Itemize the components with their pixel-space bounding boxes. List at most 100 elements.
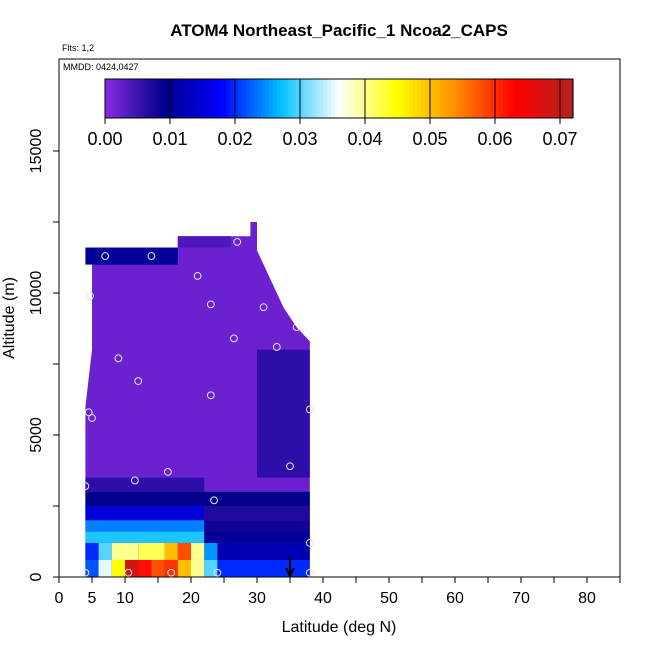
- x-axis: 0 5 10 20 30 40 50 60 70 80: [55, 577, 621, 607]
- colorbar-swatch: [300, 79, 305, 118]
- colorbar-swatch: [225, 79, 231, 118]
- sample-point: [147, 252, 156, 260]
- colorbar-swatch: [471, 79, 477, 118]
- colorbar-swatch: [487, 79, 492, 118]
- colorbar-swatch: [374, 79, 379, 118]
- sample-point: [84, 408, 93, 417]
- x-tick-label: 70: [512, 590, 530, 607]
- colorbar-swatch: [155, 79, 161, 118]
- sample-point: [233, 237, 242, 246]
- colorbar-swatch: [171, 79, 176, 118]
- colorbar-swatch: [335, 79, 340, 118]
- colorbar-swatch: [526, 79, 531, 118]
- colorbar-swatch: [124, 79, 129, 118]
- colorbar-swatch: [393, 79, 399, 118]
- sample-points: [81, 237, 314, 577]
- colorbar-swatch: [358, 79, 363, 118]
- colorbar-swatch: [112, 79, 118, 118]
- colorbar-tick-label: 0.05: [412, 129, 447, 149]
- field-cell: [204, 531, 310, 543]
- colorbar-swatch: [140, 79, 145, 118]
- field-cell: [98, 559, 112, 577]
- colorbar-swatch: [186, 79, 192, 118]
- colorbar-swatch: [541, 79, 547, 118]
- arrow-marker: [285, 557, 295, 579]
- x-tick-label: 40: [314, 590, 332, 607]
- colorbar-swatch: [264, 79, 270, 118]
- sample-point: [81, 568, 90, 577]
- colorbar-swatch: [475, 79, 480, 118]
- colorbar-swatch: [389, 79, 395, 118]
- sample-point: [86, 291, 94, 300]
- colorbar-swatch: [448, 79, 453, 118]
- sample-point: [259, 303, 268, 312]
- mmdd-label: MMDD: 0424,0427: [63, 62, 139, 72]
- x-tick-label: 80: [578, 590, 596, 607]
- field-cell: [217, 542, 310, 560]
- sample-point: [292, 323, 301, 331]
- colorbar-swatch: [549, 79, 555, 118]
- colorbar-swatch: [444, 79, 449, 118]
- colorbar-swatch: [276, 79, 282, 118]
- sample-point: [101, 252, 110, 260]
- x-axis-label: Latitude (deg N): [282, 619, 397, 636]
- colorbar-swatch: [545, 79, 551, 118]
- colorbar-swatch: [561, 79, 566, 118]
- sample-point: [305, 539, 314, 547]
- colorbar-swatch: [315, 79, 321, 118]
- colorbar-swatch: [253, 79, 258, 118]
- field-cell: [151, 559, 165, 577]
- y-tick-label: 5000: [28, 417, 45, 453]
- colorbar-swatch: [194, 79, 200, 118]
- colorbar-swatch: [175, 79, 180, 118]
- sample-point: [206, 391, 215, 400]
- x-tick-label: 5: [88, 590, 97, 607]
- colorbar-swatch: [190, 79, 196, 118]
- field-cell: [85, 477, 205, 492]
- colorbar-swatch: [272, 79, 278, 118]
- y-axis-label: Altitude (m): [1, 277, 18, 359]
- sample-point: [206, 300, 215, 309]
- colorbar-swatch: [522, 79, 527, 118]
- colorbar-swatch: [459, 79, 465, 118]
- plot-frame: [58, 58, 621, 578]
- colorbar-swatch: [553, 79, 558, 118]
- field-cell: [164, 559, 178, 577]
- colorbar-swatch: [420, 79, 426, 118]
- sample-point: [272, 343, 281, 351]
- colorbar-swatch: [491, 79, 496, 118]
- sample-point: [210, 496, 219, 505]
- colorbar-swatch: [350, 79, 356, 118]
- colorbar-swatch: [147, 79, 153, 118]
- field-cell: [164, 542, 178, 560]
- colorbar-swatch: [183, 79, 188, 118]
- colorbar-swatch: [518, 79, 523, 118]
- colorbar-swatch: [245, 79, 250, 118]
- field-cell: [191, 542, 205, 560]
- colorbar-swatch: [342, 79, 348, 118]
- colorbar-swatch: [198, 79, 204, 118]
- colorbar-swatch: [218, 79, 223, 118]
- colorbar-swatch: [370, 79, 375, 118]
- field-cell: [177, 542, 191, 560]
- colorbar-swatch: [417, 79, 422, 118]
- field-cell: [85, 542, 99, 560]
- colorbar-swatch: [288, 79, 293, 118]
- sample-point: [114, 354, 123, 363]
- field-cell: [85, 520, 205, 532]
- colorbar-swatch: [436, 79, 441, 118]
- field-cell: [204, 506, 310, 521]
- field-cell: [204, 542, 218, 560]
- field-cell: [177, 236, 231, 248]
- colorbar-swatch: [151, 79, 157, 118]
- field-cell: [85, 531, 205, 543]
- colorbar-swatch: [378, 79, 383, 118]
- colorbar-swatch: [159, 79, 165, 118]
- colorbar-swatch: [280, 79, 285, 118]
- sample-point: [124, 568, 133, 577]
- colorbar-swatch: [565, 79, 570, 118]
- field-cell: [138, 542, 165, 560]
- colorbar-swatch: [331, 79, 336, 118]
- colorbar-swatch: [440, 79, 445, 118]
- colorbar-swatch: [401, 79, 406, 118]
